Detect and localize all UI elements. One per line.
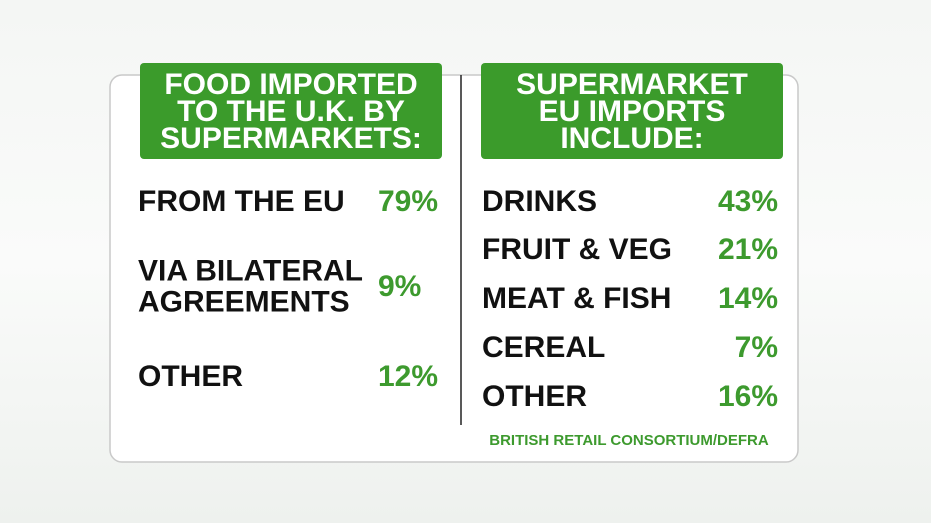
row-value: 79% xyxy=(378,185,438,218)
row-label: FROM THE EU xyxy=(138,185,345,218)
row-value: 9% xyxy=(378,270,421,303)
row-label: VIA BILATERAL xyxy=(138,254,363,287)
row-label: DRINKS xyxy=(482,185,597,218)
row-value: 14% xyxy=(718,282,778,315)
row-label: OTHER xyxy=(482,380,587,413)
row-label: AGREEMENTS xyxy=(138,285,350,318)
left-header-box xyxy=(140,63,442,159)
header-line: EU IMPORTS xyxy=(539,95,726,128)
source: BRITISH RETAIL CONSORTIUM/DEFRA xyxy=(489,432,769,449)
header-line: SUPERMARKET xyxy=(516,68,748,101)
row-value: 12% xyxy=(378,360,438,393)
row-value: 21% xyxy=(718,233,778,266)
row-label: FRUIT & VEG xyxy=(482,233,672,266)
row-label: CEREAL xyxy=(482,331,605,364)
row-value: 43% xyxy=(718,185,778,218)
header-line: INCLUDE: xyxy=(560,122,703,155)
row-value: 16% xyxy=(718,380,778,413)
panel xyxy=(109,74,799,463)
row-value: 7% xyxy=(735,331,778,364)
header-line: TO THE U.K. BY xyxy=(177,95,405,128)
header-line: FOOD IMPORTED xyxy=(164,68,417,101)
header-line: SUPERMARKETS: xyxy=(160,122,422,155)
right-header-box xyxy=(481,63,783,159)
row-label: OTHER xyxy=(138,360,243,393)
row-label: MEAT & FISH xyxy=(482,282,671,315)
